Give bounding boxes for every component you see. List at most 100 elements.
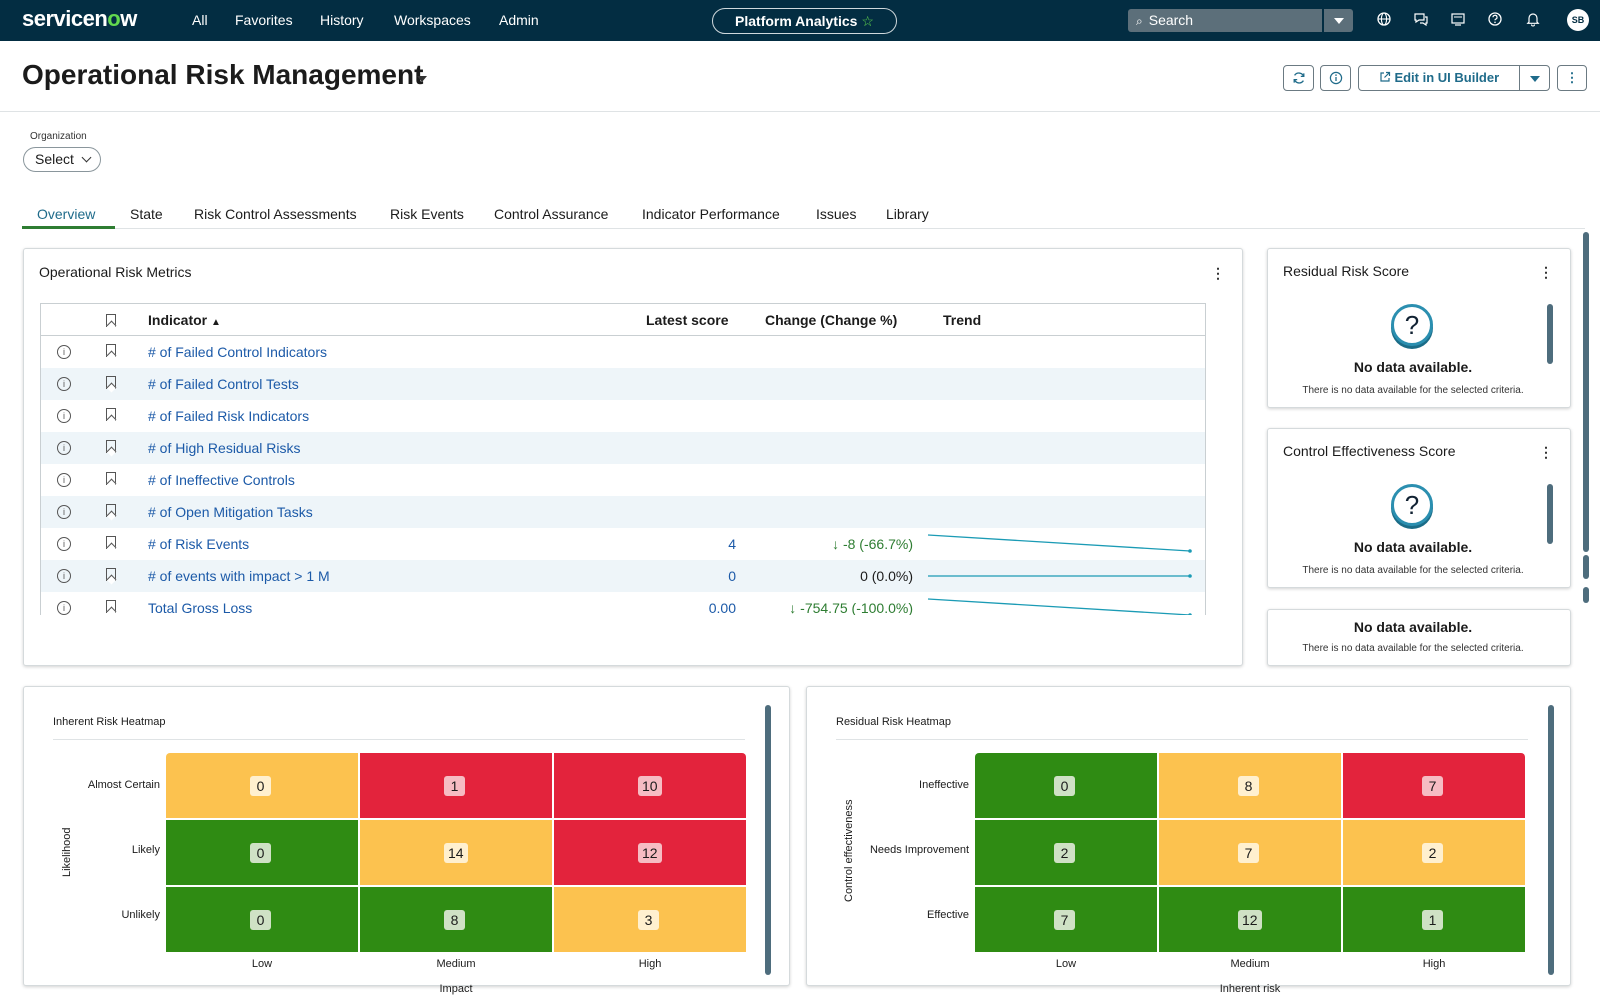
- nav-admin[interactable]: Admin: [499, 12, 539, 28]
- indicator-link[interactable]: # of Ineffective Controls: [148, 472, 295, 488]
- bookmark-icon[interactable]: [106, 536, 116, 549]
- bookmark-icon[interactable]: [106, 472, 116, 485]
- servicenow-logo[interactable]: servicenow: [22, 6, 137, 31]
- info-button[interactable]: [1320, 65, 1351, 91]
- info-icon[interactable]: i: [57, 345, 71, 359]
- nav-workspaces[interactable]: Workspaces: [394, 12, 471, 28]
- latest-score[interactable]: 0: [728, 568, 736, 584]
- bookmark-icon[interactable]: [106, 440, 116, 453]
- latest-score[interactable]: 4: [728, 536, 736, 552]
- bookmark-icon[interactable]: [106, 600, 116, 613]
- trend-sparkline[interactable]: [926, 560, 1206, 592]
- refresh-button[interactable]: [1283, 65, 1314, 91]
- heatmap-cell[interactable]: 10: [554, 753, 746, 818]
- heatmap-cell[interactable]: 0: [166, 753, 358, 818]
- heatmap-cell[interactable]: 0: [975, 753, 1157, 818]
- indicator-link[interactable]: # of events with impact > 1 M: [148, 568, 330, 584]
- indicator-link[interactable]: # of High Residual Risks: [148, 440, 301, 456]
- indicator-link[interactable]: Total Gross Loss: [148, 600, 253, 615]
- info-icon[interactable]: i: [57, 473, 71, 487]
- tab-library[interactable]: Library: [886, 206, 929, 222]
- operational-risk-metrics-panel: Operational Risk Metrics ⋮ Indicator ▲ L…: [23, 248, 1243, 666]
- info-icon[interactable]: i: [57, 377, 71, 391]
- heatmap-cell[interactable]: 0: [166, 887, 358, 952]
- bookmark-icon[interactable]: [106, 504, 116, 517]
- heatmap-cell[interactable]: 7: [975, 887, 1157, 952]
- info-icon[interactable]: i: [57, 537, 71, 551]
- info-icon[interactable]: i: [57, 569, 71, 583]
- heatmap-cell[interactable]: 8: [1159, 753, 1341, 818]
- indicator-link[interactable]: # of Failed Control Indicators: [148, 344, 327, 360]
- tab-control-assurance[interactable]: Control Assurance: [494, 206, 609, 222]
- chat-icon[interactable]: [1412, 11, 1430, 29]
- change-text: -8 (-66.7%): [842, 536, 913, 552]
- bookmark-icon[interactable]: [106, 376, 116, 389]
- page-scrollbar-segment[interactable]: [1583, 555, 1589, 579]
- tab-overview[interactable]: Overview: [37, 206, 96, 222]
- card-menu-icon[interactable]: ⋮: [1539, 444, 1553, 460]
- column-latest-score[interactable]: Latest score: [646, 312, 729, 328]
- column-change[interactable]: Change (Change %): [765, 312, 898, 328]
- trend-sparkline[interactable]: [926, 592, 1206, 615]
- help-icon[interactable]: [1486, 11, 1504, 29]
- heatmap-cell[interactable]: 0: [166, 820, 358, 885]
- tab-indicator-performance[interactable]: Indicator Performance: [642, 206, 780, 222]
- indicator-link[interactable]: # of Risk Events: [148, 536, 250, 552]
- card-menu-icon[interactable]: ⋮: [1539, 264, 1553, 280]
- card-scrollbar[interactable]: [1547, 304, 1553, 364]
- globe-icon[interactable]: [1375, 11, 1393, 29]
- tab-issues[interactable]: Issues: [816, 206, 857, 222]
- chevron-down-icon[interactable]: [417, 76, 427, 82]
- heatmap-cell[interactable]: 12: [554, 820, 746, 885]
- edit-in-ui-builder-button[interactable]: Edit in UI Builder: [1358, 65, 1520, 91]
- heatmap-cell[interactable]: 2: [975, 820, 1157, 885]
- edit-options-dropdown[interactable]: [1519, 65, 1550, 91]
- indicator-link[interactable]: # of Open Mitigation Tasks: [148, 504, 313, 520]
- more-options-button[interactable]: ⋮: [1557, 65, 1587, 91]
- heatmap-scrollbar[interactable]: [1548, 705, 1554, 975]
- cell-count-badge: 10: [638, 775, 662, 796]
- bell-icon[interactable]: [1524, 11, 1542, 29]
- indicator-link[interactable]: # of Failed Risk Indicators: [148, 408, 310, 424]
- heatmap-cell[interactable]: 1: [1343, 887, 1525, 952]
- search-scope-dropdown[interactable]: [1323, 9, 1353, 32]
- user-avatar[interactable]: SB: [1567, 9, 1589, 31]
- heatmap-cell[interactable]: 8: [360, 887, 552, 952]
- tab-state[interactable]: State: [130, 206, 163, 222]
- tab-risk-control-assessments[interactable]: Risk Control Assessments: [194, 206, 357, 222]
- heatmap-cell[interactable]: 1: [360, 753, 552, 818]
- page-scrollbar[interactable]: [1583, 232, 1589, 552]
- heatmap-cell[interactable]: 7: [1159, 820, 1341, 885]
- info-icon[interactable]: i: [57, 441, 71, 455]
- platform-analytics-pill[interactable]: Platform Analytics ☆: [712, 8, 897, 34]
- star-icon[interactable]: ☆: [861, 13, 874, 29]
- latest-score[interactable]: 0.00: [708, 600, 736, 615]
- bookmark-icon[interactable]: [106, 344, 116, 357]
- column-indicator[interactable]: Indicator ▲: [148, 312, 221, 328]
- screen-share-icon[interactable]: [1449, 11, 1467, 29]
- heatmap-cell[interactable]: 3: [554, 887, 746, 952]
- trend-sparkline[interactable]: [926, 528, 1206, 560]
- nav-history[interactable]: History: [320, 12, 364, 28]
- indicator-link[interactable]: # of Failed Control Tests: [148, 376, 299, 392]
- nav-favorites[interactable]: Favorites: [235, 12, 293, 28]
- panel-menu-icon[interactable]: ⋮: [1211, 265, 1225, 281]
- heatmap-scrollbar[interactable]: [765, 705, 771, 975]
- heatmap-cell[interactable]: 14: [360, 820, 552, 885]
- organization-select[interactable]: Select: [23, 147, 101, 172]
- bookmark-icon[interactable]: [106, 408, 116, 421]
- card-scrollbar[interactable]: [1547, 484, 1553, 544]
- heatmap-cell[interactable]: 2: [1343, 820, 1525, 885]
- page-scrollbar-segment[interactable]: [1583, 587, 1589, 603]
- nav-all[interactable]: All: [192, 12, 208, 28]
- bookmark-icon[interactable]: [106, 568, 116, 581]
- info-icon[interactable]: i: [57, 601, 71, 615]
- info-icon[interactable]: i: [57, 409, 71, 423]
- heatmap-cell[interactable]: 7: [1343, 753, 1525, 818]
- column-trend[interactable]: Trend: [943, 312, 982, 328]
- heatmap-cell[interactable]: 12: [1159, 887, 1341, 952]
- info-icon[interactable]: i: [57, 505, 71, 519]
- column-label: High: [638, 958, 662, 970]
- tab-risk-events[interactable]: Risk Events: [390, 206, 464, 222]
- search-input[interactable]: ⌕ Search: [1128, 9, 1322, 32]
